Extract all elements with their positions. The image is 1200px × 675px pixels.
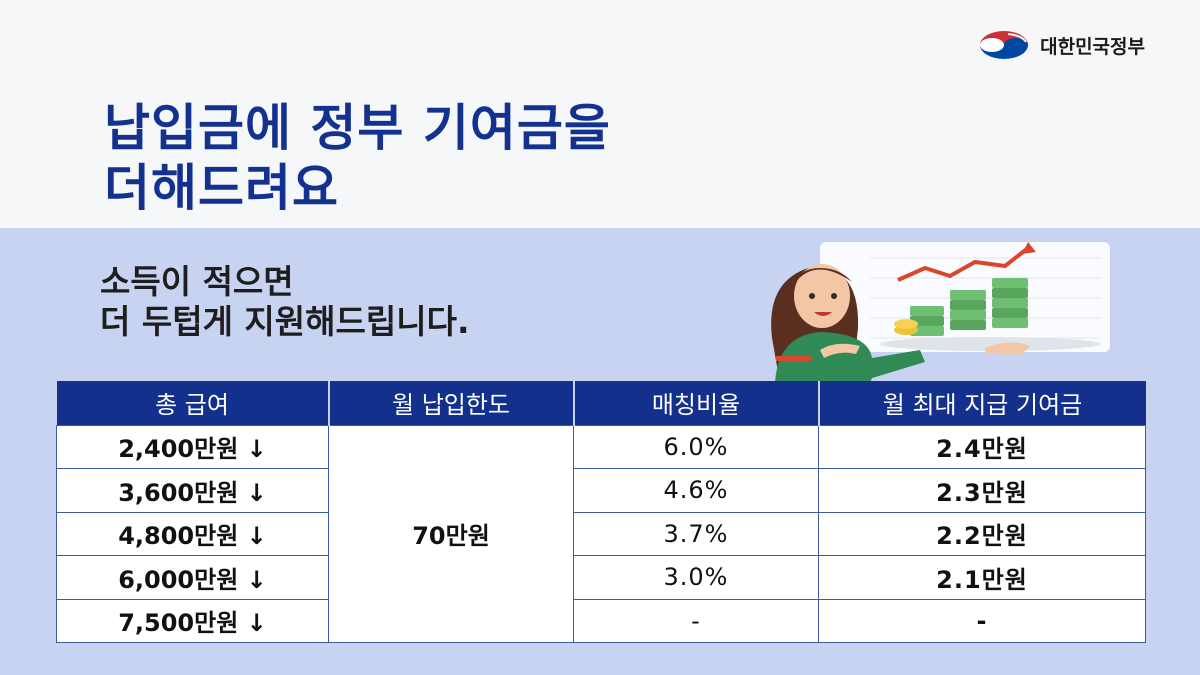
- table-row: 2,400만원 ↓ 70만원 6.0% 2.4만원: [56, 424, 1146, 643]
- income-cell: 3,600만원 ↓: [56, 468, 329, 513]
- max-contribution-cell: 2.1만원: [818, 555, 1146, 600]
- income-cell: 7,500만원 ↓: [56, 598, 329, 643]
- header-max-contribution: 월 최대 지급 기여금: [817, 381, 1146, 425]
- rate-cell: 3.7%: [573, 511, 819, 556]
- max-contribution-cell: 2.4만원: [818, 424, 1146, 469]
- subtitle-line-2: 더 두텁게 지원해드립니다.: [100, 302, 470, 341]
- rate-cell: 6.0%: [573, 424, 819, 469]
- income-cell: 2,400만원 ↓: [56, 424, 329, 469]
- table-header-row: 총 급여 월 납입한도 매칭비율 월 최대 지급 기여금: [56, 381, 1146, 425]
- subtitle-line-1: 소득이 적으면: [100, 262, 294, 301]
- rate-cell: 3.0%: [573, 555, 819, 600]
- rate-cell: 4.6%: [573, 468, 819, 513]
- page-title-line-1: 납입금에 정부 기여금을: [104, 99, 611, 157]
- income-cell: 6,000만원 ↓: [56, 555, 329, 600]
- max-contribution-cell: 2.3만원: [818, 468, 1146, 513]
- max-contribution-cell: -: [818, 598, 1146, 643]
- header-matching-rate: 매칭비율: [572, 381, 819, 425]
- rate-cell: -: [573, 598, 819, 643]
- table-row: 4,800만원 ↓ 3.7% 2.2만원: [56, 511, 1146, 556]
- woman-illustration: [771, 242, 1110, 383]
- page-title: 납입금에 정부 기여금을 더해드려요: [104, 98, 611, 218]
- money-stack-icon: [894, 278, 1028, 336]
- monthly-limit-cell: 70만원: [328, 424, 574, 643]
- header-total-income: 총 급여: [56, 381, 329, 425]
- taegeuk-logo-icon: [980, 31, 1029, 59]
- max-contribution-cell: 2.2만원: [818, 511, 1146, 556]
- table-row: 7,500만원 ↓ - -: [56, 598, 1146, 643]
- top-section: 대한민국정부 납입금에 정부 기여금을 더해드려요: [0, 0, 1200, 228]
- subtitle: 소득이 적으면 더 두텁게 지원해드립니다.: [100, 262, 469, 342]
- government-name: 대한민국정부: [1040, 35, 1145, 58]
- income-cell: 4,800만원 ↓: [56, 511, 329, 556]
- table-row: 6,000만원 ↓ 3.0% 2.1만원: [56, 555, 1146, 600]
- contribution-table: 총 급여 월 납입한도 매칭비율 월 최대 지급 기여금 2,400만원 ↓ 7…: [56, 381, 1146, 643]
- page-title-line-2: 더해드려요: [104, 159, 339, 217]
- header-monthly-limit: 월 납입한도: [327, 381, 574, 425]
- government-logo: 대한민국정부: [978, 30, 1145, 60]
- growth-arrow-icon: [897, 242, 1036, 282]
- table-row: 3,600만원 ↓ 4.6% 2.3만원: [56, 468, 1146, 513]
